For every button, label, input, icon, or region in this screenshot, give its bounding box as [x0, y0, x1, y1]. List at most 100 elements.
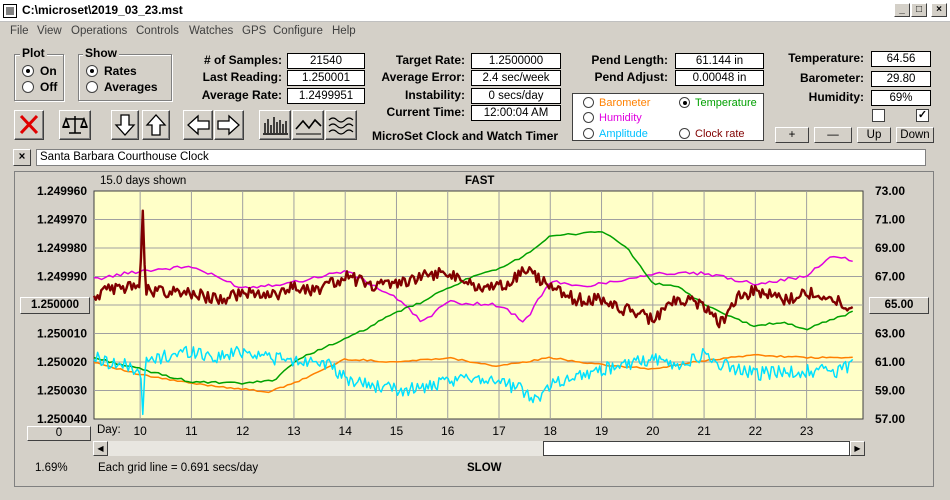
x-tick-label: 12 [236, 424, 250, 438]
minimize-button[interactable]: _ [894, 3, 910, 17]
pend-length-value: 61.144 in [675, 53, 764, 69]
radio-empty-icon [679, 128, 690, 139]
center-temperature-button[interactable]: 65.00 [869, 297, 929, 314]
center-rate-button[interactable]: 1.250000 [20, 297, 90, 314]
right-tick-label: 73.00 [875, 184, 905, 198]
down-button[interactable]: Down [896, 127, 934, 143]
show-rates-radio[interactable]: Rates [86, 64, 137, 78]
overlay-amplitude-label: Amplitude [599, 128, 648, 140]
menu-configure[interactable]: Configure [273, 25, 323, 37]
up-button[interactable]: Up [857, 127, 891, 143]
grid-scale-label: Each grid line = 0.691 secs/day [98, 462, 259, 474]
plus-button[interactable]: + [775, 127, 809, 143]
series-line-humidity [94, 255, 853, 323]
balance-button[interactable] [59, 110, 91, 140]
overlay-temperature-option[interactable]: Temperature [679, 97, 757, 109]
series-line-clock-rate [92, 209, 854, 329]
right-tick-label: 59.00 [875, 384, 905, 398]
x-tick-label: 13 [287, 424, 301, 438]
x-tick-label: 20 [646, 424, 660, 438]
overlay-barometer-label: Barometer [599, 97, 651, 109]
menu-controls[interactable]: Controls [136, 25, 179, 37]
clock-name-input[interactable]: Santa Barbara Courthouse Clock [36, 149, 926, 166]
right-tick-label: 71.00 [875, 213, 905, 227]
option-checkbox-1[interactable] [872, 109, 885, 122]
arrow-down-icon [114, 114, 136, 136]
line-graph-button[interactable] [292, 110, 324, 140]
radio-empty-icon [583, 128, 594, 139]
radio-selected-icon [679, 97, 690, 108]
close-button[interactable]: × [931, 3, 947, 17]
instability-label: Instability: [404, 88, 465, 102]
x-tick-label: 21 [697, 424, 711, 438]
pend-length-label: Pend Length: [591, 53, 668, 67]
scroll-left-arrow-icon[interactable]: ◀ [93, 441, 108, 456]
scroll-up-button[interactable] [142, 110, 170, 140]
x-tick-label: 15 [390, 424, 404, 438]
menu-view[interactable]: View [37, 25, 62, 37]
plot-on-label: On [40, 64, 57, 78]
left-tick-label: 1.249970 [37, 213, 87, 227]
wave-graph-icon [328, 117, 354, 135]
maximize-button[interactable]: □ [911, 3, 927, 17]
overlay-clock-rate-label: Clock rate [695, 128, 745, 140]
clear-icon [19, 114, 39, 135]
scale-percent: 1.69% [35, 462, 68, 474]
chart-scrollbar[interactable]: ◀ ▶ [93, 441, 865, 456]
average-rate-label: Average Rate: [201, 88, 282, 102]
chart-grid [94, 191, 863, 419]
radio-selected-icon [86, 65, 98, 77]
menu-watches[interactable]: Watches [189, 25, 234, 37]
overlay-clock-rate-option[interactable]: Clock rate [679, 128, 745, 140]
overlay-amplitude-option[interactable]: Amplitude [583, 128, 648, 140]
fast-label: FAST [465, 175, 495, 187]
line-graph-icon [295, 118, 322, 135]
scroll-right-button[interactable] [214, 110, 244, 140]
radio-empty-icon [22, 81, 34, 93]
menu-gps[interactable]: GPS [242, 25, 267, 37]
wave-graph-button[interactable] [325, 110, 357, 140]
show-averages-radio[interactable]: Averages [86, 80, 158, 94]
scroll-down-button[interactable] [111, 110, 139, 140]
humidity-value: 69% [871, 90, 931, 106]
menu-operations[interactable]: Operations [71, 25, 128, 37]
title-bar: C:\microset\2019_03_23.mst _ □ × [0, 0, 950, 22]
target-rate-value: 1.2500000 [471, 53, 561, 69]
x-tick-label: 22 [749, 424, 763, 438]
arrow-up-icon [145, 114, 167, 136]
show-rates-label: Rates [104, 64, 137, 78]
close-clock-button[interactable]: × [13, 149, 31, 166]
minus-button[interactable]: — [814, 127, 852, 143]
clear-button[interactable] [14, 110, 44, 140]
last-reading-value: 1.250001 [287, 70, 365, 86]
option-checkbox-2[interactable]: ✓ [916, 109, 929, 122]
chart-series [92, 209, 854, 416]
temperature-label: Temperature: [788, 51, 864, 65]
show-group [78, 54, 172, 101]
radio-empty-icon [86, 81, 98, 93]
menu-file[interactable]: File [10, 25, 29, 37]
balance-scale-icon [61, 116, 89, 134]
x-tick-label: 10 [133, 424, 147, 438]
samples-label: # of Samples: [203, 53, 282, 67]
arrow-right-icon [217, 114, 240, 136]
scroll-right-arrow-icon[interactable]: ▶ [850, 441, 865, 456]
plot-off-radio[interactable]: Off [22, 80, 57, 94]
scroll-thumb[interactable] [543, 441, 850, 456]
plot-on-radio[interactable]: On [22, 64, 57, 78]
menu-help[interactable]: Help [332, 25, 356, 37]
days-shown-label: 15.0 days shown [100, 175, 187, 187]
current-time-label: Current Time: [386, 105, 465, 119]
x-tick-label: 14 [339, 424, 353, 438]
overlay-barometer-option[interactable]: Barometer [583, 97, 650, 109]
x-tick-label: 11 [185, 424, 198, 438]
x-tick-label: 17 [492, 424, 506, 438]
radio-empty-icon [583, 97, 594, 108]
zero-button[interactable]: 0 [27, 426, 91, 441]
left-tick-label: 1.250040 [37, 412, 87, 426]
left-tick-label: 1.249960 [37, 184, 87, 198]
last-reading-label: Last Reading: [202, 70, 282, 84]
bar-graph-button[interactable] [259, 110, 291, 140]
overlay-humidity-option[interactable]: Humidity [583, 112, 642, 124]
scroll-left-button[interactable] [183, 110, 213, 140]
